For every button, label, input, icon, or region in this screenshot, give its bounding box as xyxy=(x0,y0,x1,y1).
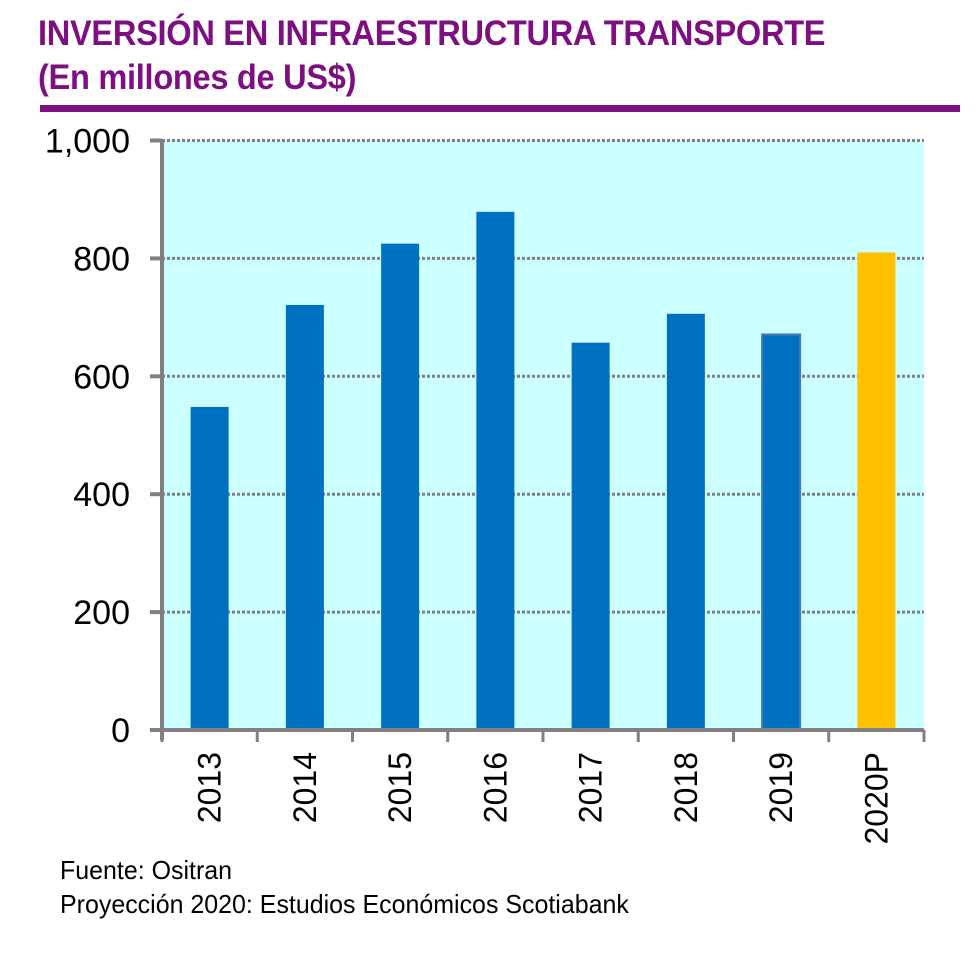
x-axis-tick-labels: 2013 2014 2015 2016 2017 2018 2019 2020P xyxy=(192,752,895,845)
source-note: Fuente: Ositran xyxy=(60,855,233,885)
y-tick-label: 800 xyxy=(73,240,130,278)
y-tick-label: 0 xyxy=(111,712,130,750)
y-tick-label: 400 xyxy=(73,476,130,514)
x-tick-label: 2015 xyxy=(382,752,418,823)
x-tick-label: 2018 xyxy=(668,752,704,823)
y-tick-label: 200 xyxy=(73,594,130,632)
bars xyxy=(190,211,896,731)
x-tick-label: 2019 xyxy=(763,752,799,823)
y-tick-label: 600 xyxy=(73,358,130,396)
bar-2020P xyxy=(857,252,896,730)
bar-2017 xyxy=(571,342,610,730)
bar-2014 xyxy=(285,304,324,730)
bar-2016 xyxy=(476,211,515,731)
x-tick-label: 2017 xyxy=(573,752,609,823)
bar-2018 xyxy=(666,313,705,730)
bar-2013 xyxy=(190,406,229,730)
chart-title: INVERSIÓN EN INFRAESTRUCTURA TRANSPORTE … xyxy=(38,12,826,100)
x-tick-label: 2016 xyxy=(477,752,513,823)
y-tick-label: 1,000 xyxy=(45,123,130,161)
plot-background xyxy=(162,140,924,730)
chart-title-line-1: INVERSIÓN EN INFRAESTRUCTURA TRANSPORTE xyxy=(38,14,826,53)
projection-note: Proyección 2020: Estudios Económicos Sco… xyxy=(60,889,629,919)
bar-2019 xyxy=(761,333,802,731)
y-axis-tick-labels: 0 200 400 600 800 1,000 xyxy=(45,123,130,751)
x-tick-label: 2020P xyxy=(858,752,894,845)
title-divider xyxy=(40,105,960,112)
chart-subtitle: (En millones de US$) xyxy=(38,58,357,97)
chart-footer: Fuente: Ositran Proyección 2020: Estudio… xyxy=(60,853,629,921)
axes xyxy=(150,138,926,742)
x-tick-label: 2013 xyxy=(192,752,228,823)
x-tick-label: 2014 xyxy=(287,752,323,823)
bar-2015 xyxy=(381,243,420,730)
